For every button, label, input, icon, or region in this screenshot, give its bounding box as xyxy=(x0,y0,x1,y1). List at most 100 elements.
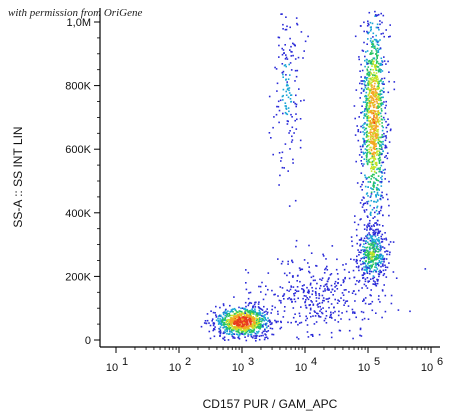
scatter-point xyxy=(374,68,377,70)
scatter-point xyxy=(252,319,254,321)
scatter-point xyxy=(310,334,312,336)
scatter-point xyxy=(354,283,357,286)
scatter-point xyxy=(325,267,327,270)
scatter-point xyxy=(361,163,363,165)
scatter-point xyxy=(338,310,340,313)
scatter-point xyxy=(282,49,285,51)
scatter-point xyxy=(296,336,298,339)
scatter-point xyxy=(377,133,380,136)
scatter-point xyxy=(236,325,239,327)
scatter-point xyxy=(392,241,395,243)
scatter-point xyxy=(385,239,388,241)
scatter-point xyxy=(384,178,386,180)
scatter-point xyxy=(215,319,218,322)
scatter-point xyxy=(373,132,376,134)
scatter-point xyxy=(379,301,381,303)
scatter-point xyxy=(247,335,249,337)
scatter-point xyxy=(374,45,376,48)
scatter-point xyxy=(374,74,376,77)
scatter-point xyxy=(363,139,365,141)
scatter-point xyxy=(370,251,372,254)
scatter-point xyxy=(366,192,369,194)
scatter-point xyxy=(368,126,371,128)
scatter-point xyxy=(380,185,383,187)
scatter-point xyxy=(252,305,255,307)
scatter-point xyxy=(365,160,368,163)
scatter-point xyxy=(258,317,261,319)
scatter-point xyxy=(359,259,361,262)
scatter-point xyxy=(259,324,262,327)
scatter-point xyxy=(376,150,378,152)
scatter-point xyxy=(375,285,378,287)
scatter-point xyxy=(372,109,375,112)
scatter-point xyxy=(376,263,379,265)
scatter-point xyxy=(354,312,356,314)
scatter-point xyxy=(374,129,377,132)
scatter-point xyxy=(369,21,372,24)
scatter-point xyxy=(364,174,366,177)
scatter-point xyxy=(378,212,381,215)
scatter-point xyxy=(369,59,371,62)
scatter-point xyxy=(374,263,377,266)
scatter-point xyxy=(240,327,243,329)
scatter-point xyxy=(299,139,302,142)
scatter-point xyxy=(370,37,372,40)
scatter-point xyxy=(249,322,252,325)
scatter-point xyxy=(367,132,370,134)
scatter-point xyxy=(220,324,223,326)
scatter-point xyxy=(255,313,257,315)
scatter-point xyxy=(267,317,269,319)
scatter-point xyxy=(366,68,368,71)
scatter-point xyxy=(231,321,233,324)
scatter-point xyxy=(375,201,378,203)
scatter-point xyxy=(302,291,305,294)
scatter-point xyxy=(360,92,363,94)
scatter-point xyxy=(243,315,246,318)
scatter-point xyxy=(379,242,381,244)
scatter-point xyxy=(377,153,379,155)
scatter-point xyxy=(385,258,388,260)
scatter-point xyxy=(374,15,376,17)
scatter-point xyxy=(381,175,383,178)
scatter-point xyxy=(359,334,361,337)
scatter-point xyxy=(260,315,263,317)
scatter-point xyxy=(292,307,295,309)
scatter-point xyxy=(235,316,238,318)
scatter-point xyxy=(374,82,376,85)
scatter-point xyxy=(375,209,378,212)
scatter-point xyxy=(275,321,278,324)
scatter-point xyxy=(219,331,222,334)
scatter-point xyxy=(278,152,281,154)
scatter-point xyxy=(253,313,255,315)
scatter-point xyxy=(383,172,386,174)
scatter-point xyxy=(330,313,332,316)
scatter-point xyxy=(315,287,317,290)
scatter-point xyxy=(352,269,355,272)
scatter-point xyxy=(366,201,368,203)
scatter-point xyxy=(385,120,387,123)
scatter-point xyxy=(373,171,376,173)
scatter-point xyxy=(319,285,322,287)
scatter-point xyxy=(374,239,377,241)
scatter-point xyxy=(359,185,362,188)
scatter-point xyxy=(246,310,249,312)
scatter-point xyxy=(289,62,292,64)
scatter-point xyxy=(235,330,237,333)
scatter-point xyxy=(228,321,230,323)
scatter-point xyxy=(287,84,289,87)
scatter-point xyxy=(372,40,374,43)
scatter-point xyxy=(366,287,369,289)
scatter-point xyxy=(348,329,351,332)
scatter-point xyxy=(274,306,276,309)
scatter-point xyxy=(286,81,288,83)
scatter-point xyxy=(367,84,369,86)
scatter-point xyxy=(324,317,327,320)
scatter-point xyxy=(379,23,381,26)
scatter-point xyxy=(305,295,307,297)
scatter-point xyxy=(273,116,275,118)
scatter-point xyxy=(365,285,367,287)
scatter-point xyxy=(337,299,339,301)
scatter-point xyxy=(280,320,282,323)
scatter-point xyxy=(362,153,365,155)
scatter-point xyxy=(306,317,308,320)
